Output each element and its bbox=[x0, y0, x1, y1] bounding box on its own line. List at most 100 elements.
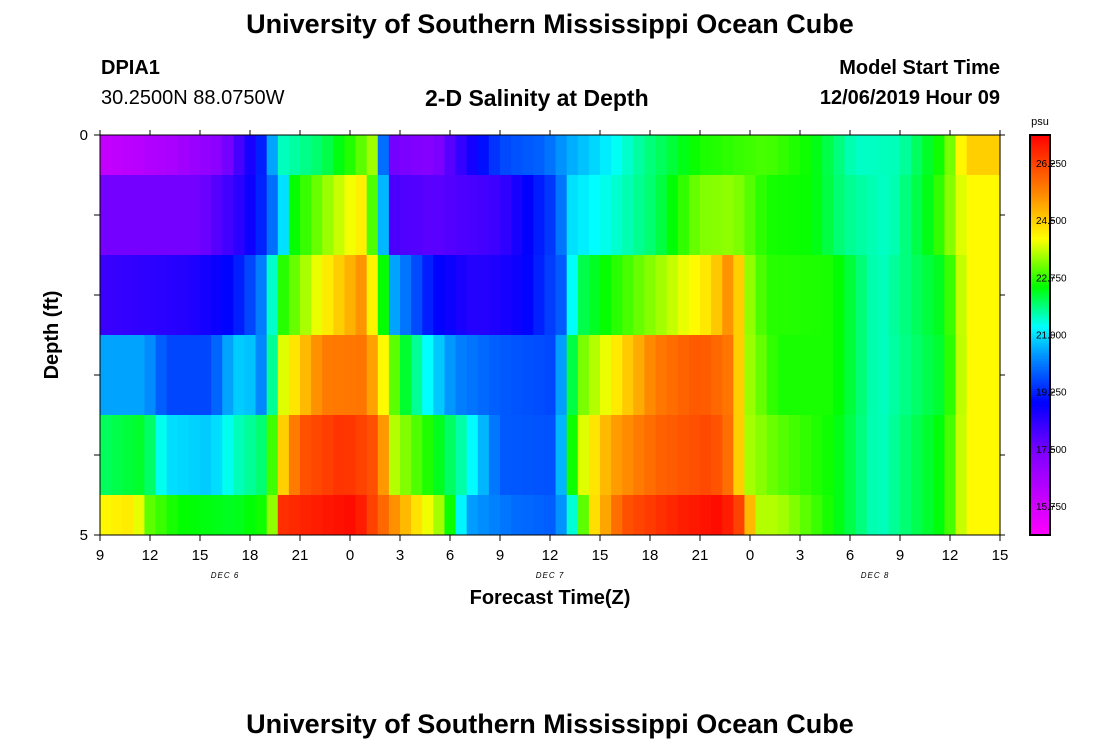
heatmap-cell bbox=[611, 495, 623, 535]
heatmap-cell bbox=[266, 175, 279, 255]
heatmap-cell bbox=[522, 255, 534, 335]
heatmap-cell bbox=[344, 175, 357, 255]
heatmap-cell bbox=[177, 335, 190, 415]
heatmap-cell bbox=[266, 135, 279, 175]
heatmap-cell bbox=[422, 415, 434, 495]
heatmap-cell bbox=[511, 255, 523, 335]
colorbar-swatch bbox=[1030, 303, 1050, 306]
colorbar-swatch bbox=[1030, 497, 1050, 500]
heatmap-cell bbox=[333, 415, 346, 495]
heatmap-cell bbox=[711, 255, 723, 335]
x-tick-label: 9 bbox=[896, 547, 904, 564]
heatmap-cell bbox=[322, 135, 334, 175]
heatmap-cell bbox=[444, 135, 457, 175]
heatmap-cell bbox=[111, 415, 123, 495]
heatmap-cell bbox=[666, 135, 679, 175]
x-tick-label: 9 bbox=[496, 547, 504, 564]
heatmap-cell bbox=[822, 255, 834, 335]
colorbar-swatch bbox=[1030, 431, 1050, 434]
heatmap-cell bbox=[633, 415, 646, 495]
heatmap-cell bbox=[466, 135, 479, 175]
heatmap-cell bbox=[500, 135, 512, 175]
colorbar-swatch bbox=[1030, 445, 1050, 448]
heatmap-cell bbox=[377, 495, 390, 535]
heatmap-cell bbox=[833, 495, 846, 535]
heatmap-cell bbox=[733, 495, 746, 535]
heatmap-cell bbox=[711, 495, 723, 535]
colorbar-swatch bbox=[1030, 301, 1050, 304]
heatmap-cell bbox=[633, 255, 646, 335]
heatmap-cell bbox=[722, 415, 734, 495]
heatmap-cell bbox=[588, 255, 601, 335]
colorbar-swatch bbox=[1030, 451, 1050, 454]
heatmap-cell bbox=[722, 495, 734, 535]
colorbar-swatch bbox=[1030, 327, 1050, 330]
heatmap-cell bbox=[611, 335, 623, 415]
heatmap-cell bbox=[966, 335, 979, 415]
heatmap-cell bbox=[177, 495, 190, 535]
heatmap-cell bbox=[988, 135, 1001, 175]
heatmap-cell bbox=[344, 135, 357, 175]
heatmap-cell bbox=[777, 335, 790, 415]
colorbar-swatch bbox=[1030, 219, 1050, 222]
heatmap-cell bbox=[944, 255, 957, 335]
heatmap-cell bbox=[655, 175, 668, 255]
heatmap-cell bbox=[211, 255, 223, 335]
heatmap-cell bbox=[922, 135, 934, 175]
heatmap-cell bbox=[144, 175, 157, 255]
heatmap-cell bbox=[788, 415, 801, 495]
x-tick-label: 0 bbox=[346, 547, 354, 564]
heatmap-cell bbox=[355, 175, 368, 255]
heatmap-cell bbox=[133, 335, 146, 415]
page-title: University of Southern Mississippi Ocean… bbox=[246, 9, 854, 39]
heatmap-cell bbox=[566, 175, 579, 255]
heatmap-cell bbox=[400, 175, 412, 255]
heatmap-cell bbox=[611, 255, 623, 335]
colorbar-swatch bbox=[1030, 501, 1050, 504]
heatmap-cell bbox=[811, 495, 823, 535]
heatmap-cell bbox=[911, 175, 923, 255]
colorbar-swatch bbox=[1030, 263, 1050, 266]
y-tick-label: 0 bbox=[80, 127, 88, 144]
heatmap-cell bbox=[422, 135, 434, 175]
heatmap-cell bbox=[511, 335, 523, 415]
heatmap-cell bbox=[766, 255, 779, 335]
colorbar-swatch bbox=[1030, 483, 1050, 486]
heatmap-cell bbox=[788, 335, 801, 415]
colorbar-swatch bbox=[1030, 293, 1050, 296]
heatmap-cell bbox=[977, 495, 990, 535]
heatmap-cell bbox=[966, 135, 979, 175]
colorbar-swatch bbox=[1030, 521, 1050, 524]
colorbar-swatch bbox=[1030, 291, 1050, 294]
heatmap-cell bbox=[666, 415, 679, 495]
heatmap-cell bbox=[855, 495, 868, 535]
heatmap-cell bbox=[522, 135, 534, 175]
heatmap-cell bbox=[700, 175, 712, 255]
heatmap-cell bbox=[844, 415, 857, 495]
colorbar-swatch bbox=[1030, 153, 1050, 156]
heatmap-cell bbox=[955, 175, 968, 255]
colorbar: 15.750 17.500 19.250 21.000 22.750 24.500 26.2… bbox=[1029, 116, 1067, 536]
colorbar-swatch bbox=[1030, 365, 1050, 368]
colorbar-swatch bbox=[1030, 275, 1050, 278]
heatmap-cell bbox=[111, 495, 123, 535]
heatmap-cell bbox=[566, 335, 579, 415]
colorbar-swatch bbox=[1030, 251, 1050, 254]
colorbar-swatch bbox=[1030, 525, 1050, 528]
colorbar-swatch bbox=[1030, 387, 1050, 390]
heatmap-cell bbox=[377, 255, 390, 335]
heatmap-cell bbox=[111, 335, 123, 415]
heatmap-cell bbox=[544, 175, 557, 255]
heatmap-cell bbox=[977, 255, 990, 335]
colorbar-swatch bbox=[1030, 285, 1050, 288]
heatmap-cell bbox=[922, 175, 934, 255]
colorbar-swatch bbox=[1030, 447, 1050, 450]
colorbar-swatch bbox=[1030, 383, 1050, 386]
heatmap-cell bbox=[366, 135, 379, 175]
heatmap-cell bbox=[944, 335, 957, 415]
heatmap-cell bbox=[711, 335, 723, 415]
heatmap-cell bbox=[677, 135, 690, 175]
heatmap-cell bbox=[333, 255, 346, 335]
heatmap-cell bbox=[166, 255, 179, 335]
colorbar-swatch bbox=[1030, 345, 1050, 348]
